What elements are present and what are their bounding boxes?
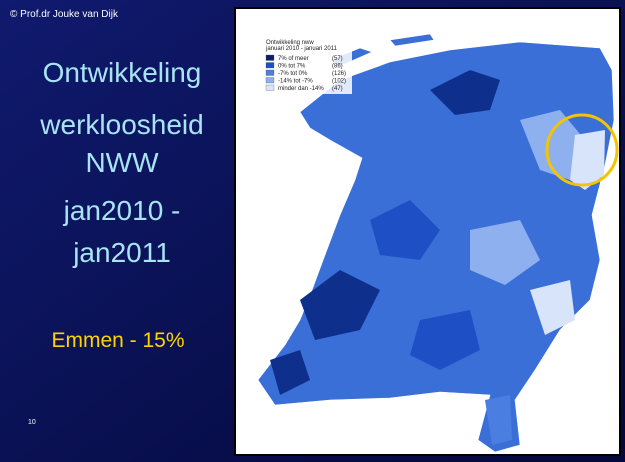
title-line: jan2011 — [72, 237, 171, 268]
title-line: jan2010 - — [63, 195, 181, 226]
region — [410, 310, 480, 370]
region — [485, 395, 512, 445]
legend-swatch — [265, 54, 275, 61]
title-line: NWW — [85, 147, 159, 178]
region — [570, 130, 605, 190]
legend-swatch — [265, 62, 275, 69]
highlight-circle — [545, 113, 619, 187]
legend-count: (126) — [332, 71, 346, 77]
legend-subtitle: januari 2010 - januari 2011 — [265, 46, 338, 52]
region — [530, 280, 575, 335]
legend-swatch — [265, 84, 275, 91]
region — [430, 70, 500, 115]
highlight: Emmen - 15% — [51, 329, 184, 352]
legend-label: 7% of meer — [278, 56, 309, 62]
legend-count: (57) — [332, 56, 343, 62]
page-number: 10 — [28, 419, 36, 426]
legend-title: Ontwikkeling nww — [266, 40, 314, 46]
legend-count: (47) — [332, 86, 343, 92]
legend-label: 0% tot 7% — [278, 64, 306, 70]
map — [257, 33, 615, 453]
island — [389, 33, 435, 47]
legend-label: -14% tot -7% — [278, 79, 313, 85]
legend-label: minder dan -14% — [278, 86, 324, 92]
title: Ontwikkeling werkloosheid NWW jan2010 - jan2… — [39, 57, 203, 268]
legend-swatch — [265, 77, 275, 84]
region — [370, 200, 440, 260]
copyright: © Prof.dr Jouke van Dijk — [10, 9, 119, 20]
region — [270, 350, 310, 395]
legend-count: (102) — [332, 79, 346, 85]
country — [257, 41, 615, 453]
legend-count: (86) — [332, 64, 343, 70]
legend: Ontwikkeling nww januari 2010 - januari … — [262, 36, 352, 94]
region — [520, 110, 585, 180]
title-line: werkloosheid — [39, 109, 203, 140]
region — [300, 270, 380, 340]
legend-box — [262, 36, 352, 94]
region — [470, 220, 540, 285]
legend-label: -7% tot 0% — [278, 71, 308, 77]
legend-swatch — [265, 69, 275, 76]
title-line: Ontwikkeling — [43, 57, 202, 88]
